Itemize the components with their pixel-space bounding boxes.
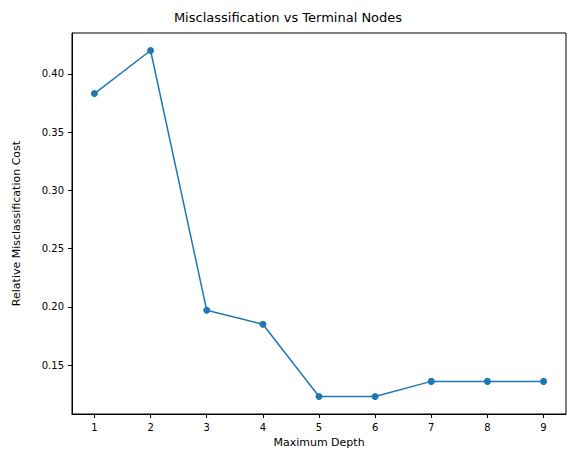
- svg-text:0.35: 0.35: [42, 127, 64, 138]
- svg-text:8: 8: [484, 422, 490, 433]
- svg-text:5: 5: [316, 422, 322, 433]
- svg-text:6: 6: [372, 422, 378, 433]
- svg-text:0.30: 0.30: [42, 185, 64, 196]
- svg-text:0.40: 0.40: [42, 68, 64, 79]
- svg-text:0.20: 0.20: [42, 301, 64, 312]
- svg-text:0.15: 0.15: [42, 360, 64, 371]
- svg-text:4: 4: [260, 422, 266, 433]
- svg-text:Maximum Depth: Maximum Depth: [273, 436, 364, 449]
- svg-text:2: 2: [147, 422, 153, 433]
- svg-text:9: 9: [540, 422, 546, 433]
- svg-text:0.25: 0.25: [42, 243, 64, 254]
- svg-text:7: 7: [428, 422, 434, 433]
- svg-text:Relative Misclassification Cos: Relative Misclassification Cost: [10, 140, 23, 306]
- svg-text:Misclassification vs Terminal: Misclassification vs Terminal Nodes: [174, 10, 402, 25]
- svg-text:1: 1: [91, 422, 97, 433]
- svg-text:3: 3: [204, 422, 210, 433]
